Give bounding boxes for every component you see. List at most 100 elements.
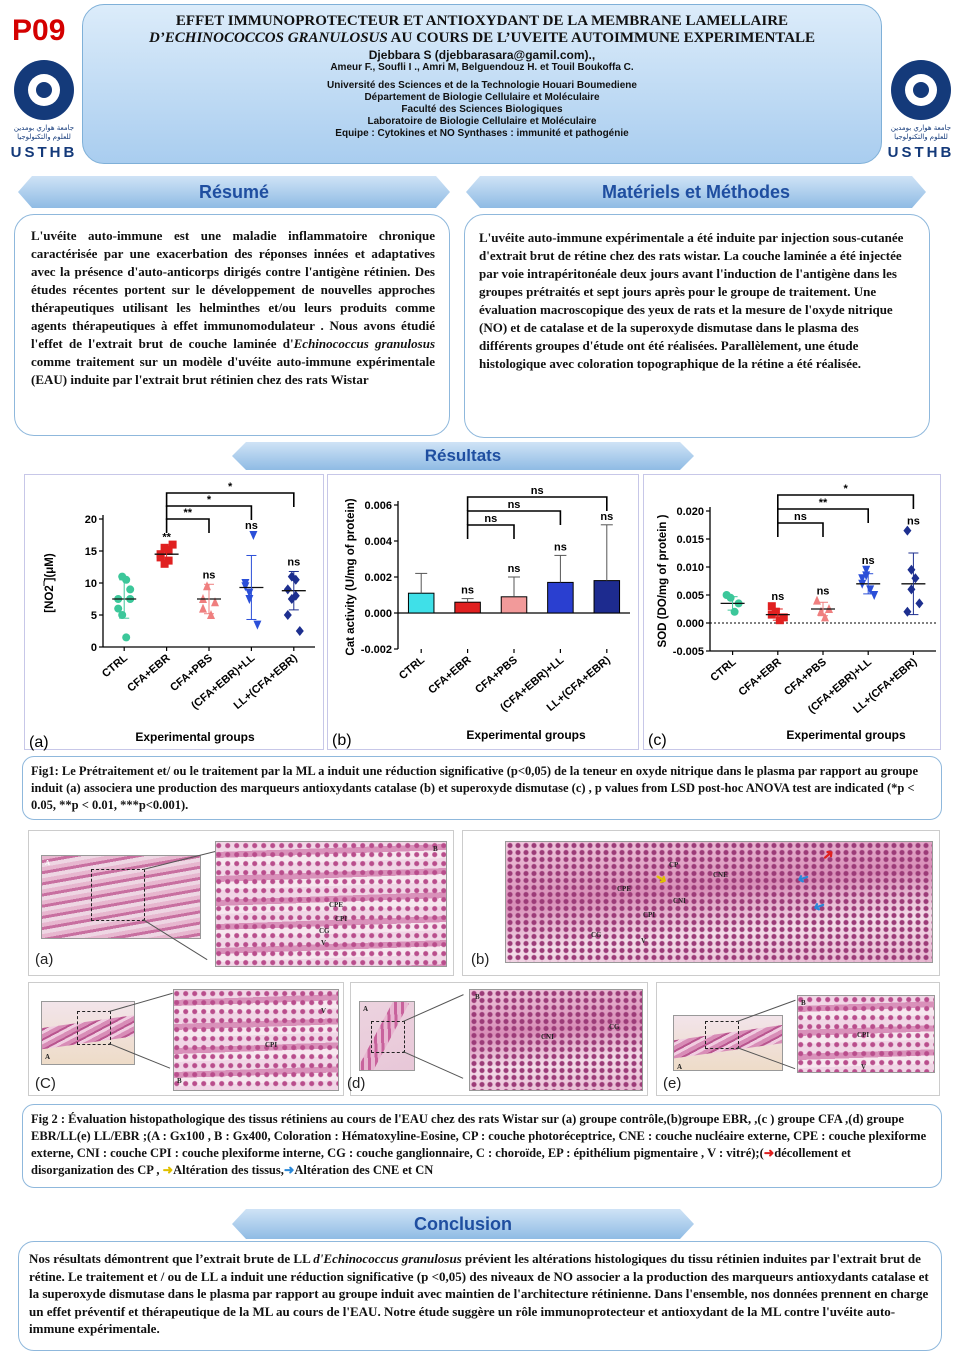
layer-label: CG bbox=[591, 931, 602, 939]
sod-chart: -0.005 0.000 0.005 0.010 0.015 0.020 CTRLCFA+E… bbox=[648, 483, 936, 749]
x-tick-label: CFA+PBS bbox=[782, 656, 829, 698]
data-point bbox=[199, 603, 207, 613]
significance-label: ns bbox=[907, 516, 920, 528]
x-tick-label: CTRL bbox=[100, 652, 130, 680]
data-point bbox=[858, 574, 867, 584]
y-tick-label: 15 bbox=[85, 546, 97, 558]
significance-bracket bbox=[466, 496, 608, 511]
conclusion-species: d'Echinococcus granulosus bbox=[313, 1251, 462, 1266]
x-tick-label: CFA+EBR bbox=[736, 656, 783, 698]
methods-text: L'uvéite auto-immune expérimentale a été… bbox=[479, 230, 904, 371]
magnification-label: B bbox=[475, 993, 480, 1001]
affiliation-line: Département de Biologie Cellulaire et Mo… bbox=[364, 92, 600, 103]
conclusion-text-b: prévient les altérations histologiques d… bbox=[29, 1251, 929, 1336]
university-logo-right: جامعة هواري بومدين للعلوم والتكنولوجيا U… bbox=[885, 60, 957, 170]
logo-arabic-text: جامعة هواري بومدين للعلوم والتكنولوجيا bbox=[13, 124, 75, 141]
x-tick-label: CTRL bbox=[708, 656, 738, 684]
fig2-caption-text: Fig 2 : Évaluation histopathologique des… bbox=[31, 1112, 927, 1160]
significance-label: * bbox=[207, 494, 212, 506]
significance-label: ns bbox=[245, 520, 258, 532]
results-heading: Résultats bbox=[232, 442, 694, 470]
significance-label: ns bbox=[531, 485, 544, 497]
affiliation-line: Equipe : Cytokines et NO Synthases : imm… bbox=[335, 128, 629, 139]
histology-panel-b: CP CNE CPE CNI CPI CG V ➜ ➜ ➜ ➜ (b) bbox=[462, 830, 940, 976]
university-logo-left: جامعة هواري بومدين للعلوم والتكنولوجيا U… bbox=[8, 60, 80, 170]
data-point bbox=[283, 584, 292, 595]
data-point bbox=[903, 525, 912, 536]
significance-bracket bbox=[466, 510, 562, 525]
significance-label: ns bbox=[461, 585, 474, 597]
significance-label: ns bbox=[862, 555, 875, 567]
significance-label: ns bbox=[794, 511, 807, 523]
y-tick-label: 0.010 bbox=[676, 562, 704, 574]
y-tick-label: -0.002 bbox=[361, 644, 392, 656]
panel-label: (b) bbox=[471, 951, 490, 968]
significance-bracket bbox=[165, 492, 295, 507]
significance-label: ns bbox=[203, 569, 216, 581]
resume-text: L'uvéite auto-immune est une maladie inf… bbox=[31, 227, 435, 389]
data-point bbox=[730, 607, 739, 616]
methods-box: L'uvéite auto-immune expérimentale a été… bbox=[464, 214, 930, 438]
significance-label: * bbox=[843, 483, 848, 495]
layer-label: CG bbox=[319, 927, 330, 935]
significance-label: ** bbox=[184, 507, 193, 519]
no2-chart: 05101520CTRLCFA+EBRCFA+PBS(CFA+EBR)+LLLL… bbox=[29, 481, 315, 751]
data-point bbox=[164, 547, 173, 555]
bar bbox=[547, 581, 574, 614]
legend-red: décollement et disorganization des CP , bbox=[31, 1146, 851, 1177]
data-point bbox=[726, 593, 735, 602]
bar bbox=[407, 592, 435, 614]
layer-label: CPE bbox=[617, 885, 631, 893]
first-author: Djebbara S (djebbarasara@gamil.com)., bbox=[368, 48, 596, 62]
logo-emblem-icon bbox=[14, 60, 74, 120]
legend-blue: Altération des CNE et CN bbox=[294, 1163, 434, 1177]
logo-latin-text: USTHB bbox=[10, 144, 78, 161]
resume-box: L'uvéite auto-immune est une maladie inf… bbox=[14, 214, 450, 436]
significance-bracket bbox=[777, 494, 915, 509]
micrograph-high-mag bbox=[469, 989, 643, 1091]
y-tick-label: 0.004 bbox=[364, 536, 392, 548]
y-tick-label: 0.000 bbox=[364, 608, 392, 620]
layer-label: CPI bbox=[265, 1041, 278, 1049]
y-tick-label: 0.006 bbox=[364, 500, 392, 512]
panel-label: (e) bbox=[663, 1075, 682, 1092]
data-point bbox=[203, 581, 211, 591]
data-point bbox=[295, 626, 304, 636]
panel-label: (a) bbox=[29, 734, 49, 751]
data-point bbox=[126, 585, 135, 594]
magnification-label: B bbox=[433, 845, 438, 853]
layer-label: V bbox=[321, 1007, 327, 1015]
chart-panel-b: -0.002 0.000 0.002 0.004 0.006 CTRL CFA+EBR CFA… bbox=[327, 474, 639, 750]
layer-label: CP bbox=[669, 861, 679, 869]
data-point bbox=[283, 610, 292, 620]
yellow-arrow-icon: ➜ bbox=[162, 1163, 174, 1177]
fig1-caption-box: Fig1: Le Prétraitement et/ ou le traitem… bbox=[22, 756, 942, 820]
layer-label: V bbox=[641, 937, 647, 945]
x-tick-label: CFA+EBR bbox=[125, 652, 172, 694]
y-tick-label: 0.005 bbox=[676, 590, 704, 602]
data-point bbox=[862, 565, 871, 575]
zoom-region bbox=[91, 869, 145, 921]
data-point bbox=[915, 598, 924, 609]
data-point bbox=[870, 591, 879, 600]
data-point bbox=[122, 633, 131, 642]
y-tick-label: 5 bbox=[91, 610, 97, 622]
layer-label: CNI bbox=[541, 1033, 554, 1041]
fig2-caption: Fig 2 : Évaluation histopathologique des… bbox=[31, 1111, 933, 1179]
magnification-label: A bbox=[677, 1063, 683, 1071]
x-tick-label: CTRL bbox=[397, 654, 427, 682]
resume-species: Echinococcus granulosus bbox=[293, 336, 435, 351]
significance-label: ns bbox=[287, 556, 300, 568]
panel-label: (d) bbox=[347, 1075, 366, 1092]
data-point bbox=[156, 553, 165, 562]
panel-label: (c) bbox=[648, 732, 667, 749]
layer-label: V bbox=[861, 1063, 867, 1071]
data-point bbox=[253, 620, 262, 630]
data-point bbox=[907, 564, 916, 575]
data-point bbox=[903, 606, 912, 617]
micrograph-high-mag bbox=[505, 841, 933, 963]
layer-label: CNE bbox=[713, 871, 728, 879]
resume-heading: Résumé bbox=[18, 176, 450, 208]
panel-label: (a) bbox=[35, 951, 54, 968]
magnification-label: A bbox=[45, 859, 51, 867]
